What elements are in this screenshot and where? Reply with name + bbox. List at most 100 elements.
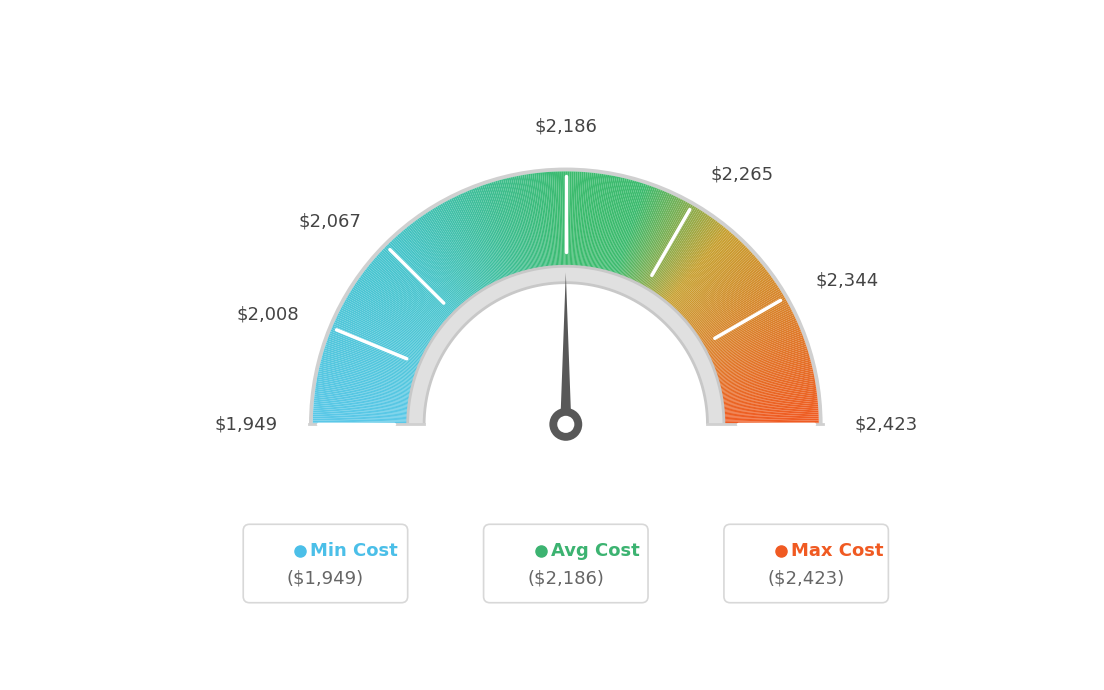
Wedge shape	[318, 371, 413, 393]
Wedge shape	[461, 193, 502, 282]
Wedge shape	[677, 246, 746, 315]
Text: Avg Cost: Avg Cost	[551, 542, 639, 560]
Wedge shape	[514, 176, 535, 270]
Wedge shape	[708, 315, 795, 357]
Wedge shape	[722, 397, 817, 408]
Wedge shape	[723, 422, 819, 424]
Wedge shape	[652, 214, 708, 295]
Wedge shape	[497, 180, 524, 273]
Wedge shape	[709, 318, 796, 359]
Wedge shape	[314, 399, 410, 410]
Wedge shape	[585, 173, 599, 269]
Wedge shape	[350, 290, 433, 342]
Wedge shape	[666, 229, 729, 304]
Wedge shape	[564, 171, 565, 268]
Wedge shape	[722, 408, 818, 416]
Wedge shape	[721, 383, 816, 400]
Wedge shape	[686, 262, 761, 324]
Wedge shape	[605, 179, 630, 273]
Wedge shape	[389, 243, 457, 313]
Wedge shape	[317, 379, 412, 397]
Wedge shape	[709, 322, 798, 362]
Wedge shape	[721, 386, 816, 402]
Wedge shape	[700, 292, 783, 344]
Wedge shape	[380, 251, 452, 318]
Wedge shape	[662, 226, 724, 302]
Wedge shape	[715, 350, 808, 380]
Wedge shape	[422, 215, 478, 295]
Wedge shape	[633, 195, 676, 283]
Wedge shape	[482, 185, 514, 277]
Wedge shape	[598, 177, 620, 271]
Wedge shape	[582, 172, 594, 268]
Wedge shape	[690, 269, 767, 329]
Wedge shape	[496, 181, 523, 274]
Wedge shape	[363, 271, 442, 331]
Wedge shape	[512, 177, 534, 271]
Wedge shape	[402, 230, 465, 305]
FancyBboxPatch shape	[243, 524, 407, 603]
Wedge shape	[718, 362, 811, 386]
Wedge shape	[721, 391, 817, 405]
Wedge shape	[622, 188, 657, 278]
Wedge shape	[710, 324, 799, 363]
Wedge shape	[414, 221, 473, 299]
Wedge shape	[708, 317, 796, 359]
Wedge shape	[469, 190, 507, 279]
Wedge shape	[651, 212, 704, 293]
Wedge shape	[670, 236, 736, 308]
Wedge shape	[646, 206, 697, 290]
Wedge shape	[534, 173, 548, 268]
Text: $2,067: $2,067	[298, 212, 361, 230]
Wedge shape	[594, 175, 613, 270]
Wedge shape	[617, 185, 649, 277]
Wedge shape	[722, 406, 818, 415]
Wedge shape	[326, 342, 417, 375]
Wedge shape	[446, 201, 492, 286]
Wedge shape	[315, 397, 410, 408]
Wedge shape	[488, 183, 519, 275]
Wedge shape	[714, 341, 805, 373]
Wedge shape	[722, 415, 819, 420]
Wedge shape	[712, 335, 804, 370]
Wedge shape	[522, 175, 540, 270]
Wedge shape	[312, 416, 408, 421]
Wedge shape	[314, 413, 410, 418]
Wedge shape	[624, 189, 661, 279]
Wedge shape	[607, 180, 635, 273]
Text: $2,344: $2,344	[816, 271, 879, 289]
Wedge shape	[679, 250, 751, 317]
Wedge shape	[609, 181, 638, 274]
Wedge shape	[511, 177, 533, 271]
Wedge shape	[315, 395, 410, 407]
Wedge shape	[682, 254, 754, 319]
Wedge shape	[528, 174, 543, 269]
Wedge shape	[684, 259, 758, 322]
Wedge shape	[393, 239, 459, 310]
Wedge shape	[627, 191, 667, 280]
Wedge shape	[346, 297, 431, 346]
Wedge shape	[710, 326, 799, 364]
Wedge shape	[359, 277, 438, 334]
Wedge shape	[604, 179, 628, 273]
Wedge shape	[314, 400, 410, 411]
Wedge shape	[425, 213, 479, 294]
Wedge shape	[312, 422, 408, 424]
Wedge shape	[712, 331, 802, 368]
Wedge shape	[580, 172, 590, 268]
Wedge shape	[484, 184, 517, 276]
Wedge shape	[680, 251, 752, 318]
Wedge shape	[314, 408, 410, 416]
Wedge shape	[614, 184, 646, 275]
Wedge shape	[714, 344, 806, 376]
Wedge shape	[643, 204, 691, 288]
Wedge shape	[384, 247, 454, 315]
Wedge shape	[718, 357, 810, 384]
Wedge shape	[339, 311, 425, 355]
Wedge shape	[407, 266, 724, 424]
Circle shape	[558, 416, 574, 433]
Wedge shape	[720, 379, 815, 397]
Wedge shape	[325, 346, 416, 377]
Wedge shape	[570, 171, 574, 268]
Wedge shape	[349, 292, 432, 344]
